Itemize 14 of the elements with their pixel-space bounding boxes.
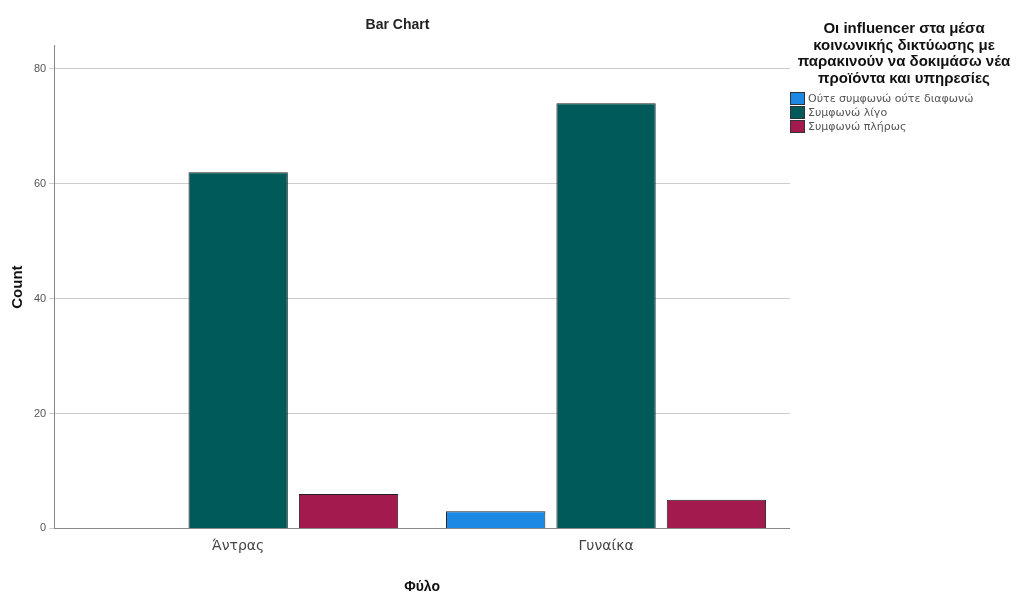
chart-title: Bar Chart (365, 16, 430, 33)
y-tick-label: 60 (33, 176, 47, 189)
y-tick-label: 80 (33, 61, 47, 74)
y-tick-label: 20 (33, 406, 47, 419)
x-axis-title: Φύλο (404, 578, 441, 595)
y-axis-title: Count (8, 265, 26, 309)
y-tick-label: 40 (33, 291, 47, 304)
x-tick-label: Άντρας (212, 537, 265, 554)
legend-title: Οι influencer στα μέσα κοινωνικής δικτύωσης με παρακινούν να δοκιμάσω νέα προϊόντα και υπηρεσίες (796, 19, 1012, 86)
legend-label: Συμφωνώ λίγο (808, 106, 888, 119)
x-tick-label: Γυναίκα (578, 537, 634, 554)
legend-label: Συμφωνώ πλήρως (808, 120, 907, 133)
legend-label: Ούτε συμφωνώ ούτε διαφωνώ (808, 92, 974, 105)
y-tick-label: 0 (40, 521, 47, 534)
